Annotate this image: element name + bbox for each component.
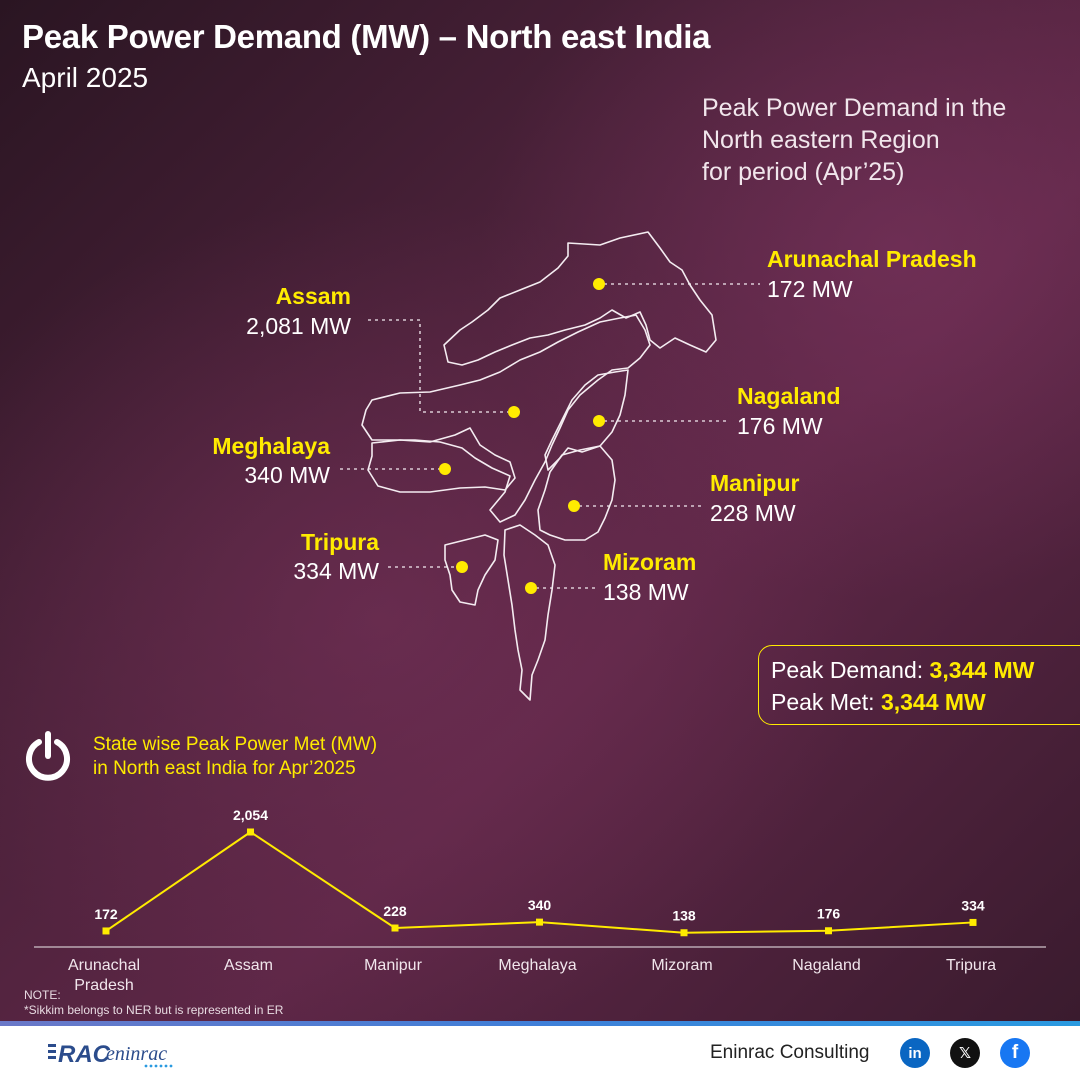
state-name-assam: Assam	[275, 283, 351, 309]
linkedin-icon[interactable]: in	[900, 1038, 930, 1068]
x-tick-label: Meghalaya	[498, 957, 576, 974]
data-label: 340	[528, 897, 552, 913]
mizoram-outline	[503, 524, 556, 701]
data-point	[102, 927, 110, 935]
data-point	[680, 929, 688, 937]
dot-arunachal	[593, 278, 605, 290]
x-tick-label: Manipur	[364, 957, 422, 974]
x-tick-label: Nagaland	[792, 957, 861, 974]
x-tick-label: Pradesh	[74, 977, 134, 990]
region-note: Peak Power Demand in the North eastern R…	[702, 92, 1062, 188]
peak-demand-label: Peak Demand:	[771, 657, 924, 683]
facebook-icon[interactable]: f	[1000, 1038, 1030, 1068]
data-label: 138	[672, 908, 696, 924]
dot-nagaland	[593, 415, 605, 427]
power-icon	[26, 731, 70, 781]
dot-mizoram	[525, 582, 537, 594]
met-chart-title-line: State wise Peak Power Met (MW)	[93, 734, 378, 755]
data-point	[247, 828, 254, 836]
state-name-manipur: Manipur	[710, 470, 800, 496]
logo-text-main: RAC	[58, 1041, 111, 1068]
x-tick-label: Mizoram	[651, 957, 712, 974]
footer-accent-strip	[0, 1021, 1080, 1026]
note-label: NOTE:	[24, 988, 61, 1002]
peak-met-line-chart: 172 Arunachal Pradesh 2,054 Assam 228 Manipur 3…	[34, 807, 1046, 990]
eninrac-logo: RAC eninrac	[48, 1036, 188, 1075]
dot-assam	[508, 406, 520, 418]
state-value-arunachal: 172 MW	[767, 276, 853, 302]
region-note-line: North eastern Region	[702, 126, 940, 154]
data-label: 2,054	[233, 807, 268, 823]
state-value-meghalaya: 340 MW	[244, 462, 330, 488]
northeast-map	[340, 231, 760, 701]
x-icon[interactable]: 𝕏	[950, 1038, 980, 1068]
state-value-nagaland: 176 MW	[737, 413, 823, 439]
state-name-meghalaya: Meghalaya	[212, 433, 330, 459]
peak-demand-value: 3,344 MW	[929, 657, 1035, 683]
state-value-manipur: 228 MW	[710, 500, 796, 526]
x-tick-label: Arunachal	[68, 957, 140, 974]
met-chart-title: State wise Peak Power Met (MW) in North …	[93, 733, 377, 781]
data-point	[536, 918, 543, 926]
state-name-mizoram: Mizoram	[603, 549, 697, 575]
note-text: *Sikkim belongs to NER but is represente…	[24, 1003, 284, 1017]
data-label: 228	[383, 903, 407, 919]
x-tick-label: Assam	[224, 957, 273, 974]
data-point	[391, 924, 399, 932]
tripura-outline	[444, 534, 499, 606]
data-label: 172	[94, 906, 118, 922]
dot-tripura	[456, 561, 468, 573]
x-glyph: 𝕏	[958, 1045, 972, 1062]
nagaland-outline	[544, 369, 629, 471]
state-value-mizoram: 138 MW	[603, 579, 689, 605]
summary-box: Peak Demand: 3,344 MW Peak Met: 3,344 MW	[758, 645, 1080, 725]
page-subtitle: April 2025	[22, 62, 149, 93]
data-point	[825, 927, 832, 935]
manipur-outline	[537, 445, 616, 541]
assam-outline	[361, 314, 651, 523]
data-point	[969, 918, 977, 926]
meghalaya-outline	[367, 427, 516, 493]
region-note-line: for period (Apr’25)	[702, 158, 905, 186]
page-title: Peak Power Demand (MW) – North east Indi…	[22, 18, 711, 55]
data-label: 334	[961, 897, 985, 913]
state-name-arunachal: Arunachal Pradesh	[767, 246, 977, 272]
arunachal-outline	[443, 231, 717, 366]
data-label: 176	[817, 906, 841, 922]
linkedin-glyph: in	[908, 1044, 922, 1062]
facebook-glyph: f	[1011, 1042, 1019, 1063]
state-name-tripura: Tripura	[301, 529, 379, 555]
state-value-tripura: 334 MW	[293, 558, 379, 584]
infographic-panel: Peak Power Demand (MW) – North east Indi…	[0, 0, 1080, 1023]
state-value-assam: 2,081 MW	[246, 313, 351, 339]
region-note-line: Peak Power Demand in the	[702, 94, 1007, 122]
dot-manipur	[568, 500, 580, 512]
met-chart-title-line: in North east India for Apr’2025	[93, 758, 356, 779]
brand-name: Eninrac Consulting	[710, 1042, 870, 1063]
state-name-nagaland: Nagaland	[737, 383, 841, 409]
series-line	[105, 830, 974, 934]
leader-assam	[368, 319, 508, 413]
dot-meghalaya	[439, 463, 451, 475]
x-tick-label: Tripura	[946, 957, 996, 974]
peak-met-value: 3,344 MW	[880, 689, 986, 715]
logo-text-script: eninrac	[106, 1043, 167, 1065]
peak-met-label: Peak Met:	[771, 689, 875, 715]
